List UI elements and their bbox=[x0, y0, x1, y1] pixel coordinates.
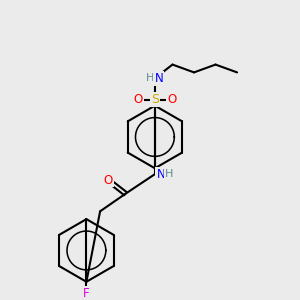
Text: F: F bbox=[83, 287, 90, 300]
Text: H: H bbox=[146, 73, 154, 83]
Text: O: O bbox=[167, 93, 176, 106]
Text: H: H bbox=[164, 169, 173, 179]
Text: O: O bbox=[134, 93, 143, 106]
Text: N: N bbox=[156, 168, 165, 181]
Text: S: S bbox=[151, 93, 159, 106]
Text: N: N bbox=[154, 72, 163, 85]
Text: O: O bbox=[103, 173, 112, 187]
